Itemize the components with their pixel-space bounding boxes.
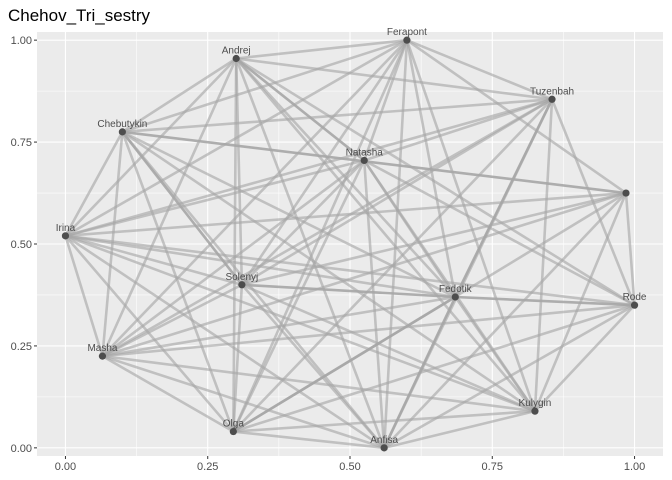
edge-fedotik-rode bbox=[453, 295, 636, 307]
edge-andrej-anfisa bbox=[234, 57, 386, 450]
edge-natasha-irina bbox=[64, 159, 366, 238]
edge-andrej-tuzenbah bbox=[234, 57, 554, 101]
edge-olga-anfisa bbox=[232, 430, 386, 450]
edge-ferapont-andrej bbox=[234, 38, 409, 60]
edge-natasha-anfisa bbox=[362, 159, 386, 450]
edge-tuzenbah-irina bbox=[64, 97, 554, 238]
nodes bbox=[61, 36, 639, 452]
node-chebutykin bbox=[118, 128, 126, 136]
edge-ferapont-chebutykin bbox=[121, 38, 409, 134]
edges bbox=[64, 38, 636, 450]
edge-andrej-chebutykin bbox=[121, 57, 238, 134]
edge-chebutykin-fedotik bbox=[121, 130, 457, 299]
node-label-natasha: Natasha bbox=[346, 147, 384, 158]
x-tick-label: 1.00 bbox=[624, 461, 645, 473]
edge-masha-anfisa bbox=[101, 354, 386, 450]
edge-solenyj-masha bbox=[101, 283, 244, 358]
edge-natasha-solenyj bbox=[240, 159, 366, 287]
edge-irina-anfisa bbox=[64, 234, 386, 450]
x-tick-label: 0.50 bbox=[339, 461, 360, 473]
node-ferapont bbox=[403, 36, 411, 44]
edge-natasha-masha bbox=[101, 159, 366, 358]
y-tick-label: 0.75 bbox=[11, 137, 32, 149]
edge-fedotik-kulygin bbox=[453, 295, 537, 413]
edge-ferapont-unlabeled bbox=[405, 38, 628, 195]
axes: 0.00 0.25 0.50 0.75 1.00 0.00 0.25 0.50 0.75 1.00 bbox=[11, 35, 646, 473]
chart-title: Chehov_Tri_sestry bbox=[8, 6, 151, 25]
edge-chebutykin-olga bbox=[121, 130, 235, 433]
edge-rode-anfisa bbox=[382, 303, 636, 450]
edge-irina-fedotik bbox=[64, 234, 457, 299]
x-tick-label: 0.75 bbox=[482, 461, 503, 473]
node-rode bbox=[630, 301, 639, 309]
edge-unlabeled-rode bbox=[624, 191, 636, 307]
edge-ferapont-anfisa bbox=[382, 38, 409, 450]
edge-tuzenbah-chebutykin bbox=[121, 97, 554, 134]
edge-ferapont-tuzenbah bbox=[405, 38, 554, 101]
node-andrej bbox=[232, 54, 240, 63]
edge-ferapont-natasha bbox=[362, 38, 409, 162]
node-masha bbox=[98, 352, 107, 360]
node-label-masha: Masha bbox=[87, 343, 117, 354]
node-kulygin bbox=[531, 407, 539, 415]
edge-andrej-natasha bbox=[234, 57, 366, 162]
x-tick-label: 0.25 bbox=[197, 461, 218, 473]
edge-fedotik-masha bbox=[101, 295, 457, 358]
edge-solenyj-olga bbox=[232, 283, 244, 433]
edge-solenyj-anfisa bbox=[240, 283, 386, 450]
node-label-tuzenbah: Tuzenbah bbox=[530, 86, 574, 97]
x-tick-label: 0.00 bbox=[55, 461, 76, 473]
node-label-ferapont: Ferapont bbox=[387, 27, 427, 38]
node-labels: Ferapont Andrej Tuzenbah Chebutykin Natasha I… bbox=[56, 27, 647, 446]
edge-masha-olga bbox=[101, 354, 235, 433]
edge-irina-rode bbox=[64, 234, 636, 307]
node-label-kulygin: Kulygin bbox=[519, 398, 552, 409]
edge-irina-masha bbox=[64, 234, 104, 358]
node-label-olga: Olga bbox=[223, 419, 245, 430]
node-label-chebutykin: Chebutykin bbox=[97, 119, 147, 130]
edge-tuzenbah-masha bbox=[101, 97, 554, 358]
edge-fedotik-olga bbox=[232, 295, 457, 433]
y-tick-label: 0.00 bbox=[11, 443, 32, 455]
edge-rode-masha bbox=[101, 303, 636, 358]
node-unlabeled bbox=[622, 189, 630, 197]
node-label-anfisa: Anfisa bbox=[370, 435, 398, 446]
node-label-rode: Rode bbox=[623, 292, 647, 303]
edge-unlabeled-irina bbox=[64, 191, 628, 238]
node-label-irina: Irina bbox=[56, 223, 76, 234]
node-label-solenyj: Solenyj bbox=[225, 272, 258, 283]
edge-rode-olga bbox=[232, 303, 636, 433]
edge-andrej-olga bbox=[232, 57, 238, 433]
edge-andrej-rode bbox=[234, 57, 636, 307]
edge-chebutykin-kulygin bbox=[121, 130, 537, 413]
edge-unlabeled-masha bbox=[101, 191, 628, 358]
edge-tuzenbah-natasha bbox=[362, 97, 554, 162]
edge-irina-solenyj bbox=[64, 234, 244, 287]
edge-ferapont-kulygin bbox=[405, 38, 537, 413]
edge-rode-kulygin bbox=[533, 303, 636, 413]
node-fedotik bbox=[451, 293, 459, 301]
edge-masha-kulygin bbox=[101, 354, 537, 413]
node-label-andrej: Andrej bbox=[222, 46, 251, 57]
node-olga bbox=[229, 427, 237, 436]
y-tick-label: 1.00 bbox=[11, 35, 32, 47]
edge-chebutykin-irina bbox=[64, 130, 124, 238]
edge-irina-olga bbox=[64, 234, 235, 433]
y-tick-label: 0.25 bbox=[11, 341, 32, 353]
node-solenyj bbox=[238, 281, 246, 289]
edge-unlabeled-anfisa bbox=[382, 191, 628, 450]
edge-unlabeled-solenyj bbox=[240, 191, 628, 287]
node-irina bbox=[61, 232, 70, 240]
node-natasha bbox=[360, 156, 368, 165]
edge-kulygin-anfisa bbox=[382, 409, 537, 450]
node-anfisa bbox=[380, 444, 388, 452]
edge-solenyj-fedotik bbox=[240, 283, 457, 299]
y-tick-label: 0.50 bbox=[11, 239, 32, 251]
edge-chebutykin-unlabeled bbox=[121, 130, 628, 195]
node-label-fedotik: Fedotik bbox=[439, 284, 473, 295]
node-tuzenbah bbox=[548, 95, 556, 103]
edge-kulygin-olga bbox=[232, 409, 537, 433]
